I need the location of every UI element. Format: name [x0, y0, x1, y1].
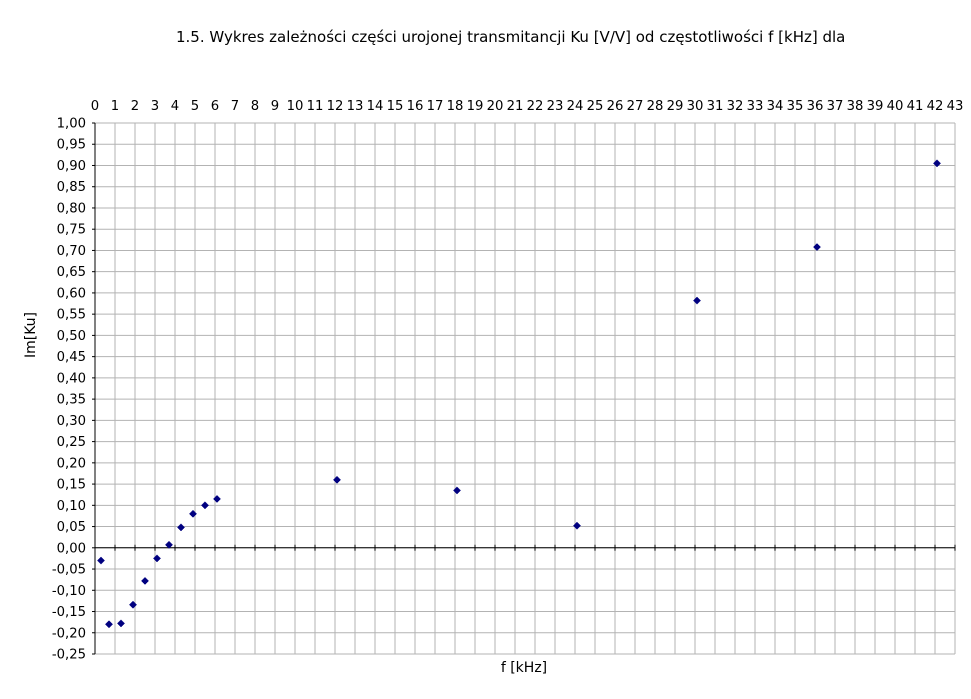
x-tick-label: 37 [827, 99, 844, 114]
y-tick-label: 0,35 [57, 393, 86, 408]
y-tick-labels: 1,00 0,95 0,90 0,85 0,80 0,75 0,70 0,65 0,60 0,55… [52, 117, 86, 663]
data-point [165, 540, 173, 549]
x-tick-label: 27 [627, 99, 644, 114]
data-point [333, 475, 341, 484]
data-point [177, 523, 185, 532]
x-axis-label: f [kHz] [501, 660, 547, 676]
data-point [213, 494, 221, 503]
x-tick-label: 26 [607, 99, 624, 114]
data-point [105, 620, 113, 629]
x-tick-label: 43 [947, 99, 964, 114]
x-tick-label: 30 [687, 99, 704, 114]
x-tick-label: 13 [347, 99, 364, 114]
x-tick-label: 22 [527, 99, 544, 114]
x-tick-label: 14 [367, 99, 384, 114]
data-point [573, 521, 581, 530]
x-tick-label: 41 [907, 99, 924, 114]
x-tick-label: 0 [91, 99, 99, 114]
x-tick-label: 24 [567, 99, 584, 114]
x-tick-label: 39 [867, 99, 884, 114]
chart-title: 1.5. Wykres zależności części urojonej t… [176, 28, 845, 46]
x-tick-label: 11 [307, 99, 324, 114]
x-tick-label: 6 [211, 99, 219, 114]
x-tick-label: 4 [171, 99, 179, 114]
x-tick-label: 29 [667, 99, 684, 114]
y-tick-label: -0,10 [52, 584, 86, 599]
y-tick-label: 0,20 [57, 456, 86, 471]
x-tick-label: 40 [887, 99, 904, 114]
y-tick-label: -0,05 [52, 563, 86, 578]
data-point [933, 159, 941, 168]
y-tick-label: 0,25 [57, 435, 86, 450]
x-tick-labels: 0 1 2 3 4 5 6 7 8 9 10 11 12 13 14 15 16 17 18 19 20 21 22 23 24… [91, 99, 964, 114]
y-tick-label: 0,70 [57, 244, 86, 259]
x-tick-label: 12 [327, 99, 344, 114]
x-tick-label: 7 [231, 99, 239, 114]
y-tick-label: 0,95 [57, 138, 86, 153]
x-tick-label: 25 [587, 99, 604, 114]
data-point [813, 243, 821, 251]
x-tick-label: 42 [927, 99, 944, 114]
y-tick-label: 0,30 [57, 414, 86, 429]
x-tick-label: 19 [467, 99, 484, 114]
y-tick-label: 0,45 [57, 350, 86, 365]
y-tick-label: 0,60 [57, 286, 86, 301]
x-tick-label: 18 [447, 99, 464, 114]
data-point [117, 619, 125, 628]
data-point [189, 509, 197, 518]
x-tick-label: 3 [151, 99, 159, 114]
x-tick-label: 35 [787, 99, 804, 114]
axes [92, 122, 956, 655]
x-tick-label: 8 [251, 99, 259, 114]
data-point [453, 486, 461, 495]
data-point [693, 296, 701, 305]
x-tick-label: 20 [487, 99, 504, 114]
x-tick-label: 1 [111, 99, 119, 114]
x-tick-label: 16 [407, 99, 424, 114]
x-tick-label: 32 [727, 99, 744, 114]
y-axis-label: Im[Ku] [23, 312, 39, 358]
y-tick-label: 0,05 [57, 520, 86, 535]
x-tick-label: 23 [547, 99, 564, 114]
y-tick-label: 0,40 [57, 371, 86, 386]
y-tick-label: 0,75 [57, 223, 86, 238]
x-tick-label: 10 [287, 99, 304, 114]
data-point [129, 600, 137, 609]
y-tick-label: 0,65 [57, 265, 86, 280]
y-tick-label: -0,15 [52, 605, 86, 620]
data-point [153, 554, 161, 563]
y-tick-label: 0,50 [57, 329, 86, 344]
y-tick-label: 0,85 [57, 180, 86, 195]
y-tick-label: 0,00 [57, 541, 86, 556]
data-point [141, 576, 149, 585]
y-tick-label: 1,00 [57, 117, 86, 132]
data-point [97, 556, 105, 565]
x-tick-label: 2 [131, 99, 139, 114]
x-tick-label: 33 [747, 99, 764, 114]
x-tick-label: 5 [191, 99, 199, 114]
x-tick-label: 31 [707, 99, 724, 114]
y-tick-label: 0,15 [57, 478, 86, 493]
y-tick-label: 0,80 [57, 201, 86, 216]
y-tick-label: 0,10 [57, 499, 86, 514]
y-tick-label: 0,90 [57, 159, 86, 174]
y-tick-label: -0,25 [52, 648, 86, 663]
x-tick-label: 21 [507, 99, 524, 114]
x-tick-label: 9 [271, 99, 279, 114]
x-tick-label: 36 [807, 99, 824, 114]
y-tick-label: 0,55 [57, 308, 86, 323]
data-points [97, 159, 941, 629]
x-tick-label: 34 [767, 99, 784, 114]
grid [94, 122, 956, 655]
x-tick-label: 15 [387, 99, 404, 114]
data-point [201, 501, 209, 510]
y-tick-label: -0,20 [52, 626, 86, 641]
x-tick-label: 17 [427, 99, 444, 114]
x-tick-label: 28 [647, 99, 664, 114]
x-tick-label: 38 [847, 99, 864, 114]
